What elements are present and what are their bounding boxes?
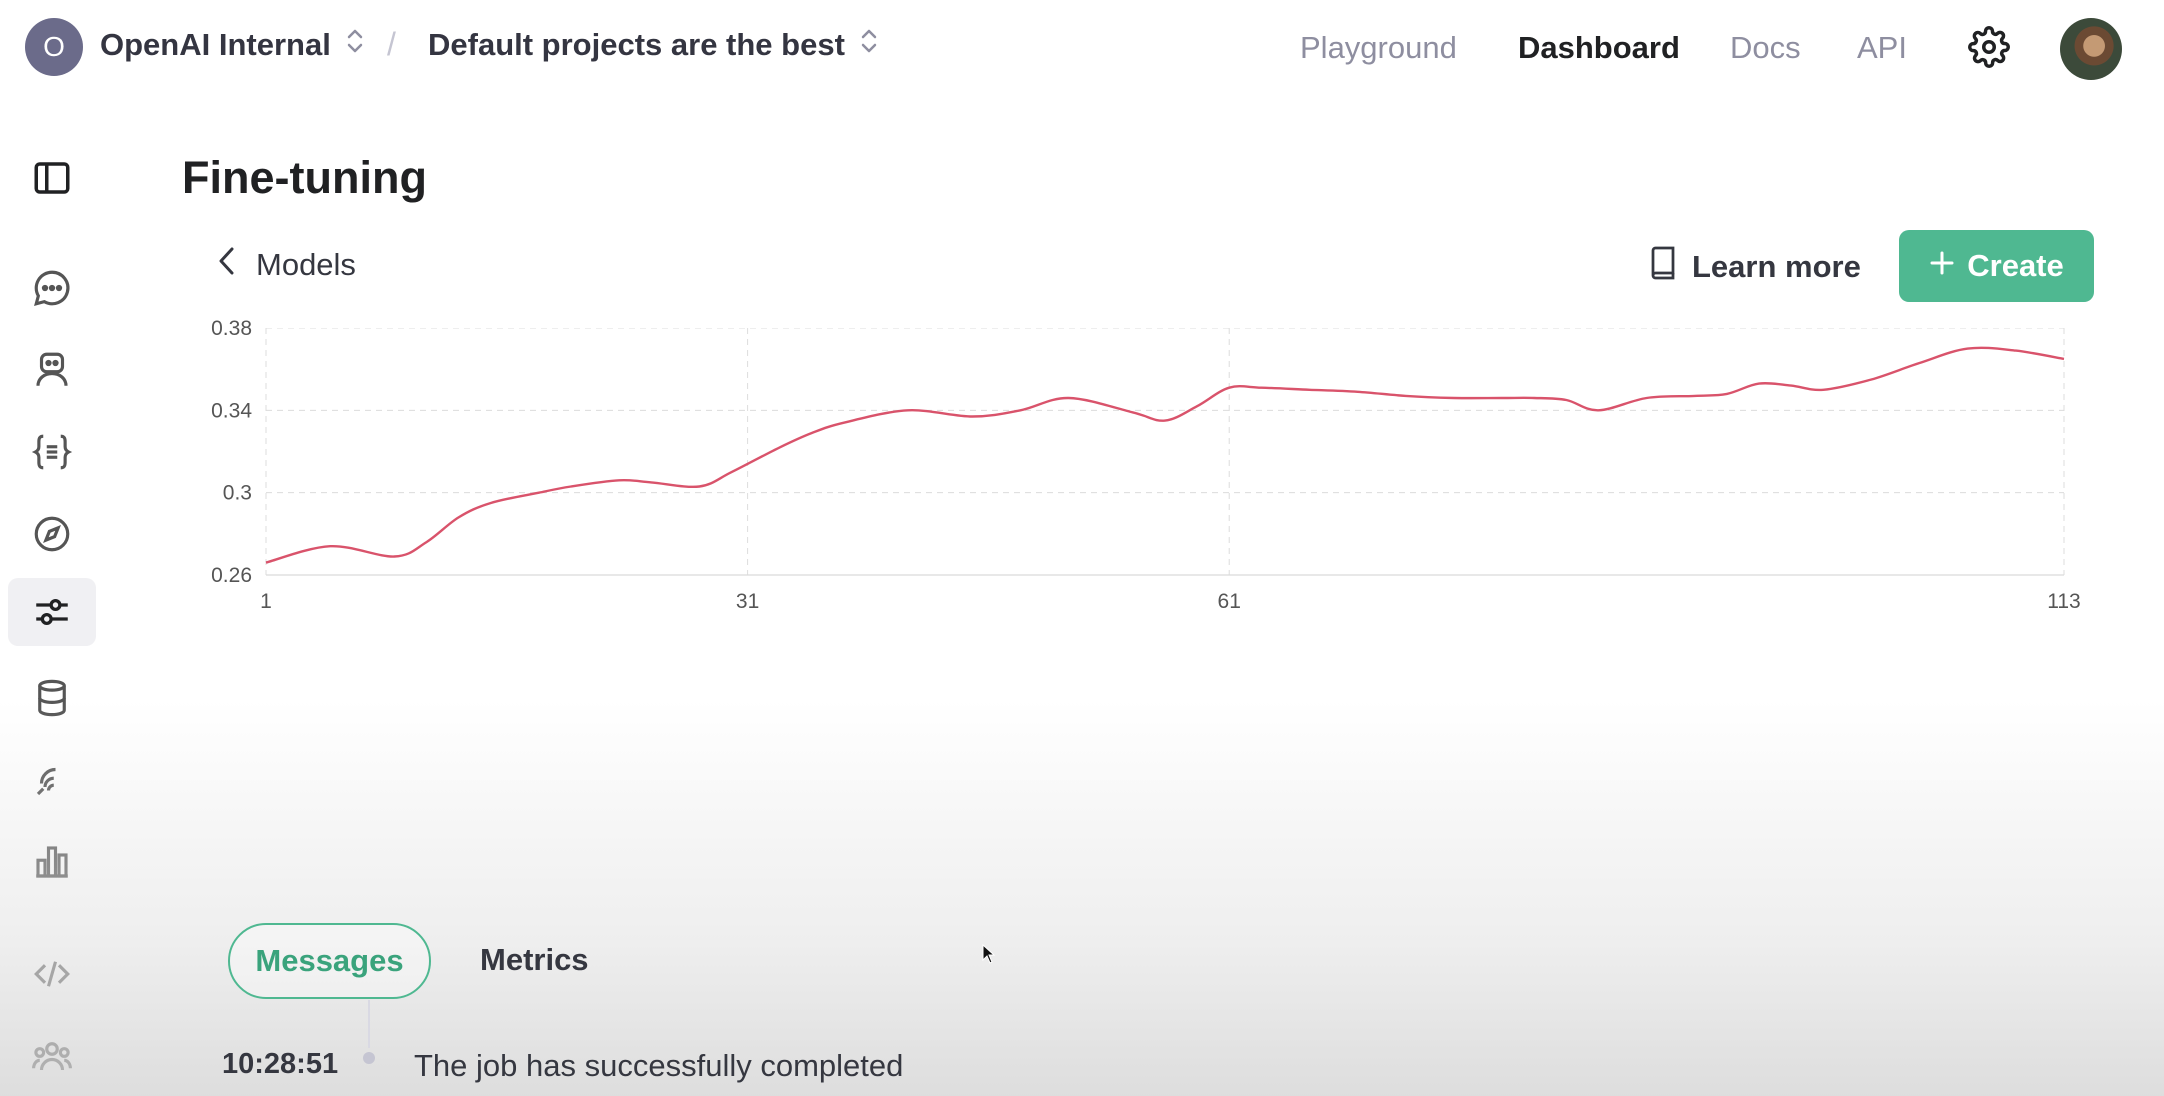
gear-icon[interactable] xyxy=(1968,26,2010,68)
x-tick-label: 113 xyxy=(2047,590,2080,613)
y-axis-ticks: 0.26 0.3 0.34 0.38 xyxy=(211,317,252,587)
code-icon[interactable] xyxy=(24,946,80,1002)
org-name: OpenAI Internal xyxy=(100,26,331,62)
project-switcher[interactable]: Default projects are the best xyxy=(428,26,879,63)
chart-svg: 0.26 0.3 0.34 0.38 1 31 61 113 xyxy=(150,317,2120,613)
breadcrumb-separator: / xyxy=(387,26,396,62)
x-tick-label: 31 xyxy=(736,590,759,613)
org-switcher[interactable]: OpenAI Internal xyxy=(100,26,365,63)
learn-more-link[interactable]: Learn more xyxy=(1648,245,1861,289)
audio-waves-icon[interactable] xyxy=(24,752,80,808)
series-line xyxy=(265,346,2065,564)
book-icon xyxy=(1648,245,1678,289)
database-icon[interactable] xyxy=(24,670,80,726)
chat-icon[interactable] xyxy=(24,260,80,316)
x-axis-ticks: 1 31 61 113 xyxy=(260,590,2081,613)
curly-braces-icon[interactable] xyxy=(24,424,80,480)
bar-chart-icon[interactable] xyxy=(24,834,80,890)
page-title: Fine-tuning xyxy=(182,152,427,203)
learn-more-label: Learn more xyxy=(1692,249,1861,284)
tab-metrics[interactable]: Metrics xyxy=(480,942,589,977)
plus-icon xyxy=(1929,248,1955,284)
top-bar: O OpenAI Internal / Default projects are… xyxy=(0,0,2164,96)
chevron-up-down-icon xyxy=(345,26,365,63)
y-tick-label: 0.34 xyxy=(211,399,252,422)
project-name: Default projects are the best xyxy=(428,26,845,62)
back-to-models-link[interactable]: Models xyxy=(216,245,356,285)
chevron-left-icon xyxy=(216,245,238,285)
org-avatar[interactable]: O xyxy=(25,18,83,76)
team-icon[interactable] xyxy=(24,1028,80,1084)
tab-messages[interactable]: Messages xyxy=(228,923,431,999)
create-button-label: Create xyxy=(1967,248,2064,283)
nav-playground[interactable]: Playground xyxy=(1300,30,1457,65)
training-loss-chart: 0.26 0.3 0.34 0.38 1 31 61 113 xyxy=(150,317,2120,840)
chart-grid xyxy=(265,327,2065,576)
x-tick-label: 1 xyxy=(260,590,272,613)
panel-toggle-icon[interactable] xyxy=(24,150,80,206)
timeline-connector xyxy=(368,1000,370,1048)
message-text: The job has successfully completed xyxy=(414,1048,904,1083)
mouse-cursor-icon xyxy=(982,943,996,969)
y-tick-label: 0.3 xyxy=(223,482,252,505)
create-button[interactable]: Create xyxy=(1899,230,2094,302)
back-link-label: Models xyxy=(256,247,356,282)
message-timestamp: 10:28:51 xyxy=(222,1048,339,1080)
y-tick-label: 0.38 xyxy=(211,320,252,340)
assistant-bot-icon[interactable] xyxy=(24,342,80,398)
sidebar xyxy=(0,96,110,1096)
chart-top-clipped-labels xyxy=(150,320,2120,328)
y-tick-label: 0.26 xyxy=(211,564,252,587)
user-avatar[interactable] xyxy=(2060,18,2122,80)
compass-icon[interactable] xyxy=(24,506,80,562)
chevron-up-down-icon xyxy=(859,26,879,63)
timeline-dot xyxy=(363,1052,375,1064)
x-tick-label: 61 xyxy=(1218,590,1241,613)
sliders-icon[interactable] xyxy=(8,578,96,646)
nav-docs[interactable]: Docs xyxy=(1730,30,1801,65)
nav-dashboard[interactable]: Dashboard xyxy=(1518,30,1680,65)
nav-api[interactable]: API xyxy=(1857,30,1907,65)
